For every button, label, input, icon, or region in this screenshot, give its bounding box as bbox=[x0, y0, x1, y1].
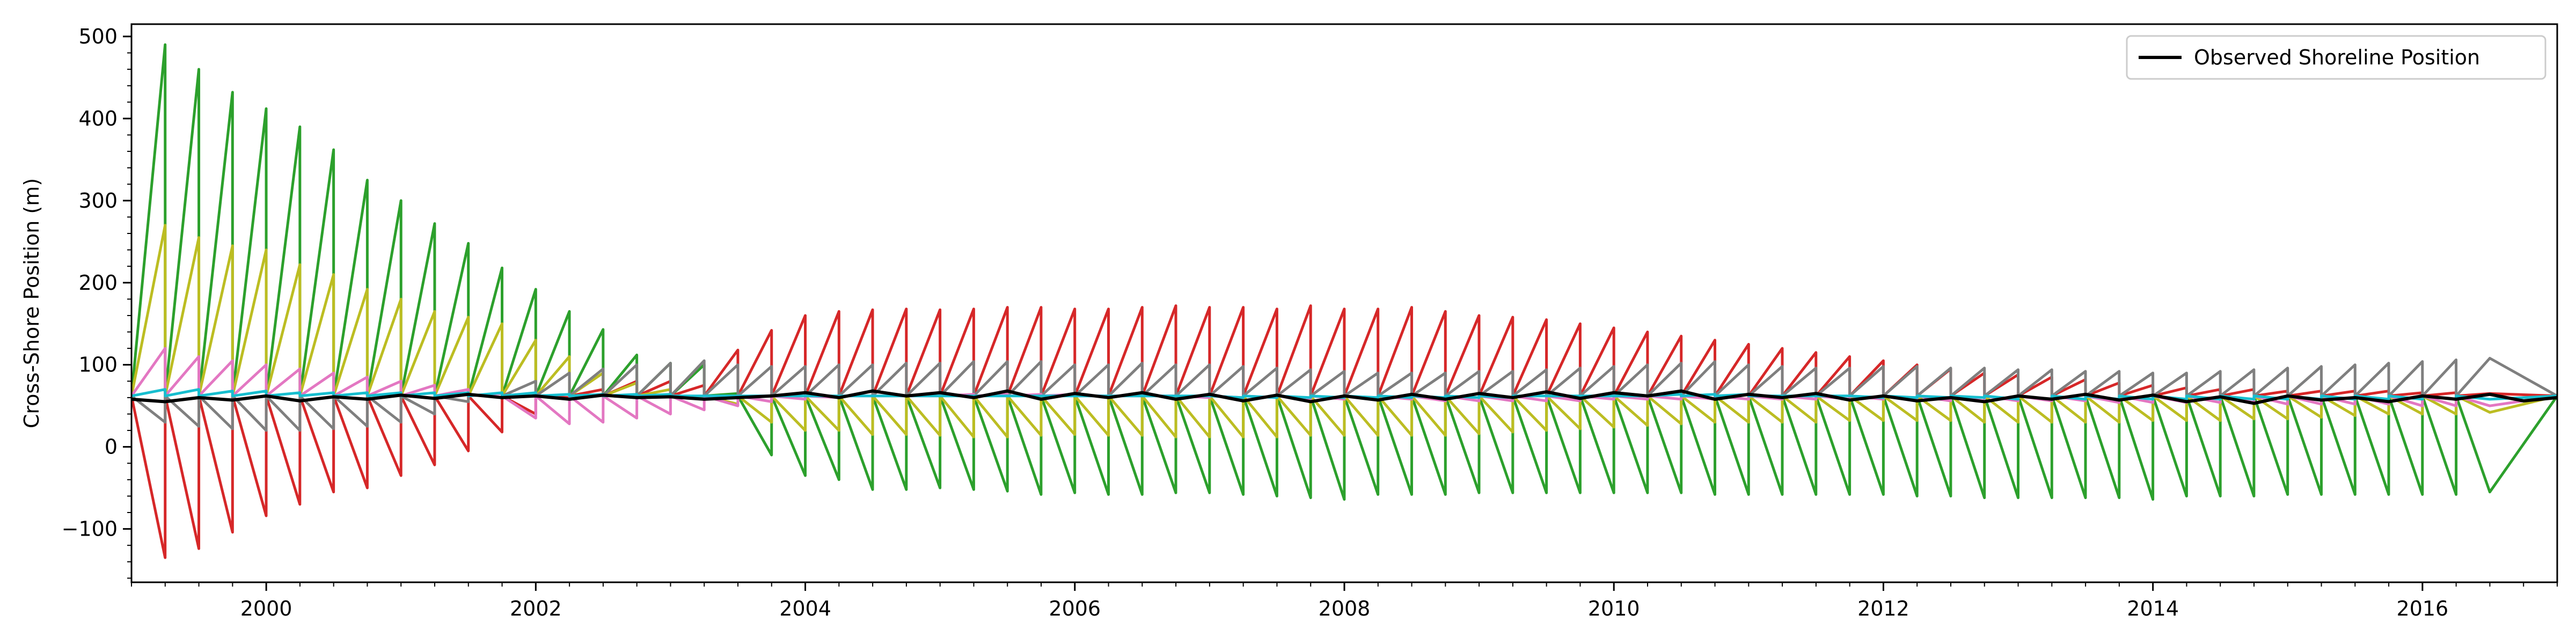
x-tick-label-2016: 2016 bbox=[2397, 597, 2449, 620]
x-tick-label-2014: 2014 bbox=[2127, 597, 2179, 620]
legend: Observed Shoreline Position bbox=[2126, 35, 2546, 80]
observed-shoreline-line bbox=[131, 389, 2557, 405]
y-tick-label-0: 0 bbox=[105, 435, 118, 459]
y-tick-label--100: −100 bbox=[62, 517, 118, 541]
y-tick-label-200: 200 bbox=[78, 271, 118, 295]
y-tick-label-500: 500 bbox=[78, 25, 118, 48]
legend-box bbox=[2126, 35, 2546, 80]
legend-entry-observed: Observed Shoreline Position bbox=[2194, 46, 2480, 69]
x-tick-label-2012: 2012 bbox=[1857, 597, 1909, 620]
x-tick-label-2002: 2002 bbox=[510, 597, 562, 620]
x-tick-label-2010: 2010 bbox=[1588, 597, 1640, 620]
y-tick-label-400: 400 bbox=[78, 107, 118, 130]
y-axis: −100 0 100 200 300 400 500 bbox=[62, 25, 131, 579]
y-axis-label: Cross-Shore Position (m) bbox=[20, 178, 43, 428]
x-tick-label-2008: 2008 bbox=[1319, 597, 1371, 620]
series-layer bbox=[131, 43, 2557, 559]
y-tick-label-300: 300 bbox=[78, 189, 118, 213]
x-tick-label-2004: 2004 bbox=[779, 597, 831, 620]
y-tick-label-100: 100 bbox=[78, 353, 118, 377]
x-tick-label-2000: 2000 bbox=[240, 597, 292, 620]
x-tick-label-2006: 2006 bbox=[1049, 597, 1101, 620]
x-axis: 2000 2002 2004 2006 2008 2010 2012 2014 2016 bbox=[131, 582, 2558, 620]
